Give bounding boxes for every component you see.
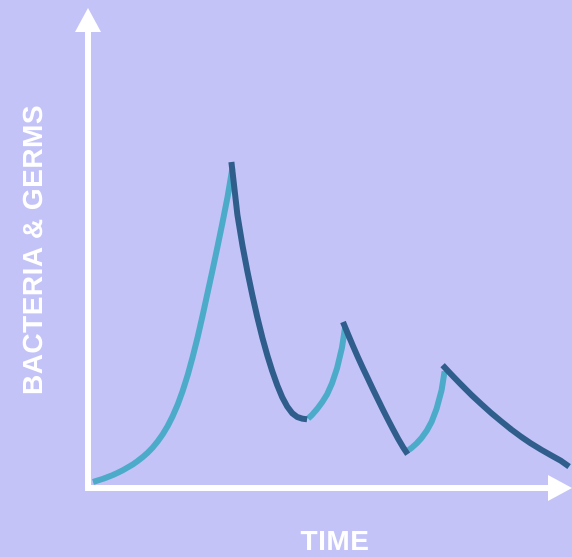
x-axis-arrowhead — [548, 475, 572, 501]
y-axis-arrowhead — [75, 8, 101, 32]
growth-curve-2 — [306, 327, 348, 421]
growth-curve-1 — [92, 167, 236, 485]
y-axis-label: BACTERIA & GERMS — [17, 105, 48, 395]
decline-curve-3 — [440, 363, 571, 470]
x-axis-label: TIME — [301, 525, 370, 556]
decline-curve-1 — [228, 161, 308, 423]
series-layer — [92, 161, 571, 485]
decline-curve-2 — [340, 320, 411, 456]
axes — [75, 8, 572, 501]
growth-curve-3 — [406, 370, 448, 453]
